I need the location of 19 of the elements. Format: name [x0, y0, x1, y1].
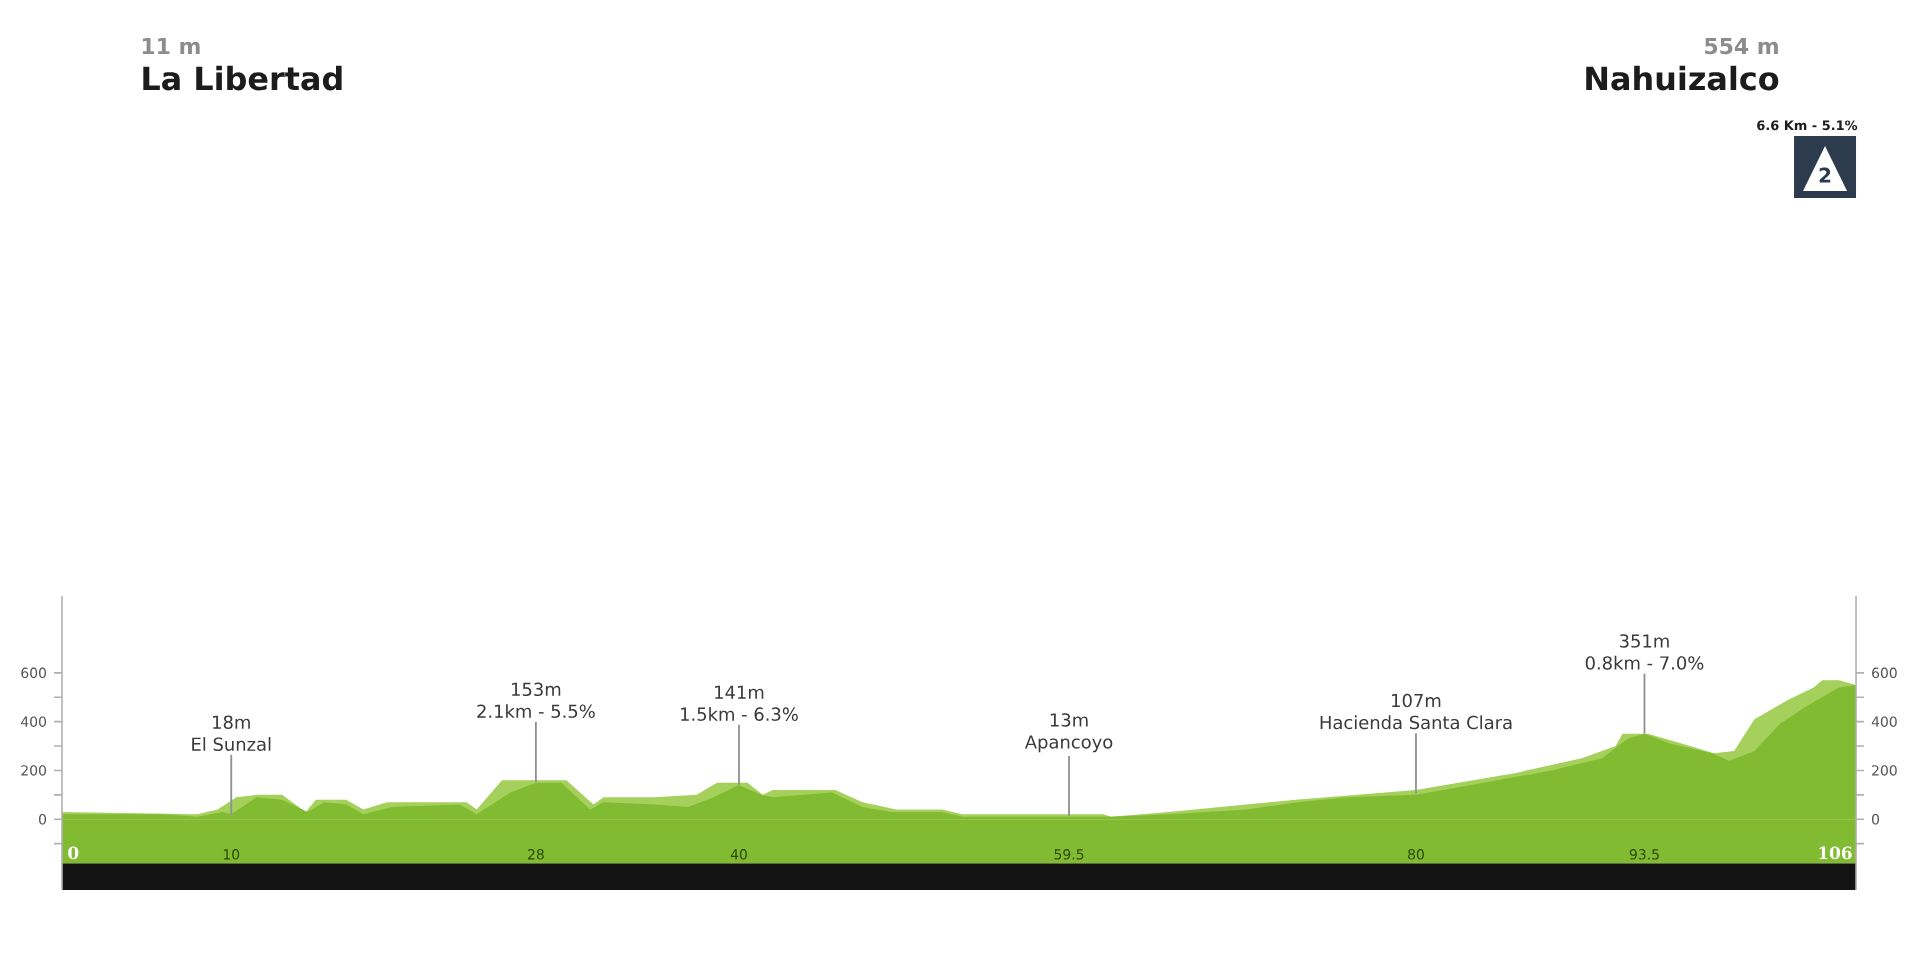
annotation: 1.5km - 6.3%: [681, 707, 798, 721]
annotation: 153m: [512, 682, 561, 697]
text: 2: [1819, 167, 1831, 183]
annotation: El Sunzal: [192, 737, 271, 751]
text: 554 m: [1705, 38, 1778, 55]
annotation: 18m: [213, 715, 250, 730]
text: La Libertad: [143, 65, 342, 91]
annotation: 2.1km - 5.5%: [477, 704, 595, 719]
annotation: 351m: [1619, 634, 1669, 648]
annotation: Hacienda Santa Clara: [1320, 715, 1512, 730]
annotation: 141m: [715, 685, 764, 699]
annotation: 13m: [1050, 713, 1088, 727]
text: 11 m: [142, 38, 200, 54]
annotation: Apancoyo: [1024, 735, 1113, 753]
annotation: 0.8km - 7.0%: [1585, 655, 1704, 670]
annotation: 106: [1819, 846, 1852, 860]
annotation: 0: [68, 846, 79, 860]
text: Nahuizalco: [1586, 65, 1779, 91]
annotation: 107m: [1392, 693, 1441, 708]
